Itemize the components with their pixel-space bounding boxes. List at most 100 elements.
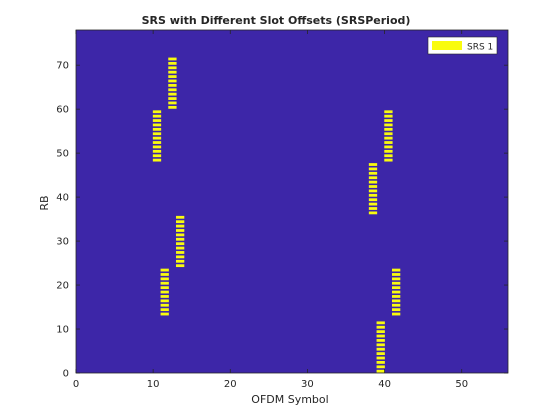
srs-rb-cell [368,211,378,215]
srs-rb-cell [384,136,393,140]
srs-rb-cell [376,356,385,360]
srs-rb-cell [376,369,385,373]
srs-allocation [384,110,393,162]
y-tick-label: 50 [56,149,69,160]
srs-rb-cell [368,193,378,197]
srs-rb-cell [376,330,385,334]
srs-allocation [175,215,185,268]
srs-rb-cell [175,237,185,241]
legend: SRS 1 [427,36,498,55]
srs-rb-cell [168,70,177,74]
srs-rb-cell [368,180,378,184]
srs-rb-cell [368,185,378,188]
srs-rb-cell [160,308,169,312]
srs-rb-cell [376,343,385,347]
srs-rb-cell [391,273,401,276]
srs-rb-cell [384,119,393,122]
srs-rb-cell [384,132,393,136]
srs-rb-cell [152,110,162,114]
srs-rb-cell [168,57,177,61]
srs-rb-cell [376,352,385,356]
srs-rb-cell [152,119,162,122]
srs-rb-cell [168,105,177,109]
srs-rb-cell [368,189,378,193]
srs-rb-cell [376,325,385,329]
srs-rb-cell [175,242,185,246]
srs-allocation [376,321,385,373]
srs-allocation [152,110,162,162]
srs-rb-cell [376,365,385,369]
srs-rb-cell [168,61,177,65]
srs-rb-cell [368,198,378,202]
srs-rb-cell [175,264,185,268]
srs-rb-cell [391,299,401,303]
y-tick-label: 60 [56,105,69,116]
srs-rb-cell [175,255,185,259]
x-tick-label: 40 [378,379,391,390]
srs-rb-cell [175,220,185,224]
srs-rb-cell [168,92,177,96]
srs-rb-cell [391,268,401,272]
srs-rb-cell [384,114,393,118]
x-axis-label: OFDM Symbol [251,393,328,406]
srs-rb-cell [368,202,378,206]
srs-rb-cell [384,123,393,127]
srs-rb-cell [160,299,169,303]
srs-rb-cell [384,141,393,144]
legend-label-srs-1: SRS 1 [467,43,493,53]
srs-rb-cell [384,158,393,162]
x-tick-label: 50 [455,379,468,390]
srs-rb-cell [376,334,385,338]
srs-allocation [368,163,378,215]
srs-rb-cell [168,79,177,83]
srs-rb-cell [152,145,162,149]
srs-rb-cell [384,149,393,153]
srs-rb-cell [152,149,162,153]
srs-rb-cell [168,88,177,92]
srs-rb-cell [391,312,401,316]
srs-rb-cell [168,66,177,70]
srs-rb-cell [152,158,162,162]
y-tick-label: 40 [56,193,69,204]
srs-rb-cell [175,233,185,237]
srs-rb-cell [168,101,177,105]
srs-rb-cell [160,312,169,316]
srs-rb-cell [168,75,177,78]
srs-rb-cell [152,132,162,136]
srs-rb-cell [391,286,401,290]
srs-rb-cell [384,110,393,114]
x-tick-label: 30 [301,379,314,390]
srs-rb-cell [376,339,385,342]
srs-rb-cell [160,277,169,281]
srs-rb-cell [368,207,378,210]
y-tick-label: 10 [56,325,69,336]
srs-rb-cell [384,154,393,158]
srs-rb-cell [152,114,162,118]
srs-rb-cell [160,303,169,307]
srs-rb-cell [152,123,162,127]
x-tick-label: 10 [147,379,160,390]
srs-rb-cell [391,277,401,281]
srs-rb-cell [160,281,169,285]
srs-rb-cell [384,127,393,131]
srs-rb-cell [391,281,401,285]
legend-swatch-srs-1 [432,41,462,50]
srs-rb-cell [152,141,162,144]
srs-rb-cell [368,171,378,175]
axis-ticks: 0 10 20 30 40 50 0 10 20 30 40 50 60 70 [56,30,508,390]
srs-rb-cell [160,290,169,294]
y-axis-label: RB [38,195,51,210]
srs-rb-cell [391,295,401,298]
srs-rb-cell [160,295,169,298]
x-tick-label: 0 [73,379,79,390]
srs-rb-cell [160,273,169,276]
srs-rb-cell [152,136,162,140]
plot-area [76,30,508,373]
srs-rb-cell [175,246,185,250]
srs-allocation [168,57,177,109]
srs-rb-cell [160,286,169,290]
srs-rb-cell [376,347,385,351]
srs-rb-cell [368,167,378,171]
srs-rb-cell [376,361,385,364]
